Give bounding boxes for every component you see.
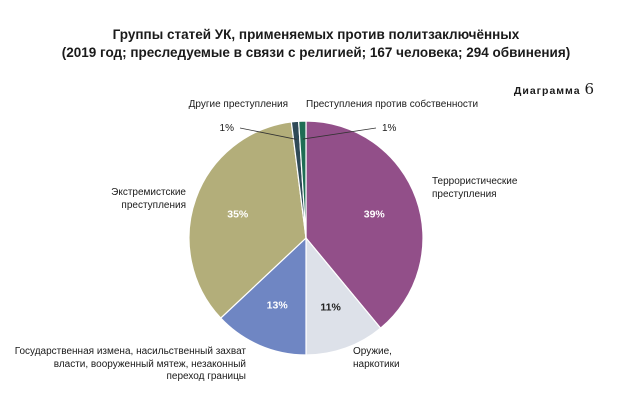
chart-subtitle: (2019 год; преследуемые в связи с религи… [61,45,571,60]
label-weapons: Оружие, наркотики [353,346,400,370]
slice-extremist [188,121,307,319]
diagram-label-text: Диаграмма [513,85,581,97]
label-other: Другие преступления [188,99,288,110]
chart-title: Группы статей УК, применяемых против пол… [112,27,520,42]
leader-line [239,127,297,140]
label-terror: Террористические преступления [432,176,518,200]
pct-extremist: 35% [227,208,249,220]
label-treason: Государственная измена, насильственный з… [14,346,246,382]
diagram-number: 6 [584,80,594,98]
diagram-number-label: Диаграмма 6 [514,80,594,98]
pct-terror: 39% [364,208,386,220]
pct-property: 1% [382,123,397,134]
label-extremist: Экстремистские преступления [111,187,186,211]
leader-line [302,127,377,140]
pct-other: 1% [220,123,235,134]
slice-terror [305,120,424,329]
label-property: Преступления против собственности [306,99,479,110]
pct-weapons: 11% [320,301,341,313]
slice-treason [219,236,307,356]
pct-treason: 13% [267,300,289,312]
slice-weapons [305,236,382,356]
slice-property [298,120,307,239]
